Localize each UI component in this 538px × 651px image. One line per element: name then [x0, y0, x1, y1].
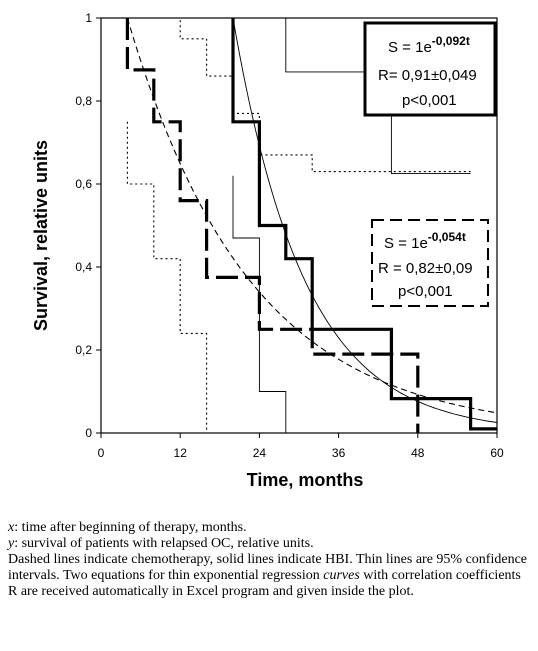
caption-line-legend: Dashed lines indicate chemotherapy, soli… — [8, 552, 533, 600]
series-hbi-ci-upper — [233, 17, 471, 175]
series-chemo-ci-lower — [126, 121, 208, 433]
y-tick-label: 0,8 — [75, 94, 92, 108]
series-chemo-fit — [126, 17, 498, 414]
caption-x-text: : time after beginning of therapy, month… — [14, 520, 247, 535]
hbi-r-value: R= 0,91±0,049 — [378, 67, 477, 84]
hbi-equation: S = 1e-0,092t — [388, 34, 470, 56]
series-layer — [125, 17, 498, 433]
series-hbi-ci-lower — [232, 175, 287, 433]
caption-x-var: x — [8, 520, 15, 535]
y-axis-label: Survival, relative units — [31, 139, 52, 331]
y-tick-label: 0,6 — [75, 177, 92, 191]
caption-y-text: : survival of patients with relapsed OC,… — [14, 536, 314, 551]
x-axis-label: Time, months — [247, 470, 364, 490]
hbi-equation-exponent: -0,092t — [432, 34, 470, 48]
x-tick-label: 60 — [490, 446, 504, 460]
figure-caption: x: time after beginning of therapy, mont… — [8, 520, 533, 600]
caption-legend-text: Dashed lines indicate chemotherapy, soli… — [8, 552, 528, 583]
hbi-p-value: p<0,001 — [402, 92, 457, 109]
x-tick-label: 24 — [253, 446, 267, 460]
chemo-equation-box: S = 1e-0,054t R = 0,82±0,09 p<0,001 — [371, 219, 489, 307]
y-tick-label: 0,4 — [75, 260, 92, 274]
chemo-equation-prefix: S = 1e — [384, 235, 428, 252]
series-chemo-survival — [125, 18, 420, 433]
hbi-equation-prefix: S = 1e — [388, 39, 432, 56]
caption-line-x: x: time after beginning of therapy, mont… — [8, 520, 533, 536]
caption-y-var: y — [8, 536, 15, 551]
chemo-equation: S = 1e-0,054t — [384, 230, 466, 252]
x-tick-label: 0 — [98, 446, 105, 460]
caption-line-y: y: survival of patients with relapsed OC… — [8, 536, 533, 552]
caption-curves-text: with correlation coefficients R are rece… — [8, 568, 521, 599]
axes: 0 12 24 36 48 60 0 0,2 0,4 0,6 0,8 1 — [75, 11, 504, 460]
x-tick-label: 12 — [174, 446, 188, 460]
caption-curves-var: curves — [323, 568, 360, 583]
y-axis-label-container: Survival, relative units — [22, 105, 62, 365]
hbi-equation-box: S = 1e-0,092t R= 0,91±0,049 p<0,001 — [363, 21, 497, 117]
chemo-p-value: p<0,001 — [398, 283, 453, 300]
chemo-equation-exponent: -0,054t — [428, 230, 466, 244]
series-hbi-fit — [232, 17, 498, 423]
y-tick-label: 0 — [85, 426, 92, 440]
y-tick-label: 1 — [85, 11, 92, 25]
series-chemo-ci-upper — [127, 17, 471, 173]
y-tick-label: 0,2 — [75, 343, 92, 357]
chemo-r-value: R = 0,82±0,09 — [378, 260, 473, 277]
x-tick-label: 48 — [411, 446, 425, 460]
x-tick-label: 36 — [332, 446, 346, 460]
